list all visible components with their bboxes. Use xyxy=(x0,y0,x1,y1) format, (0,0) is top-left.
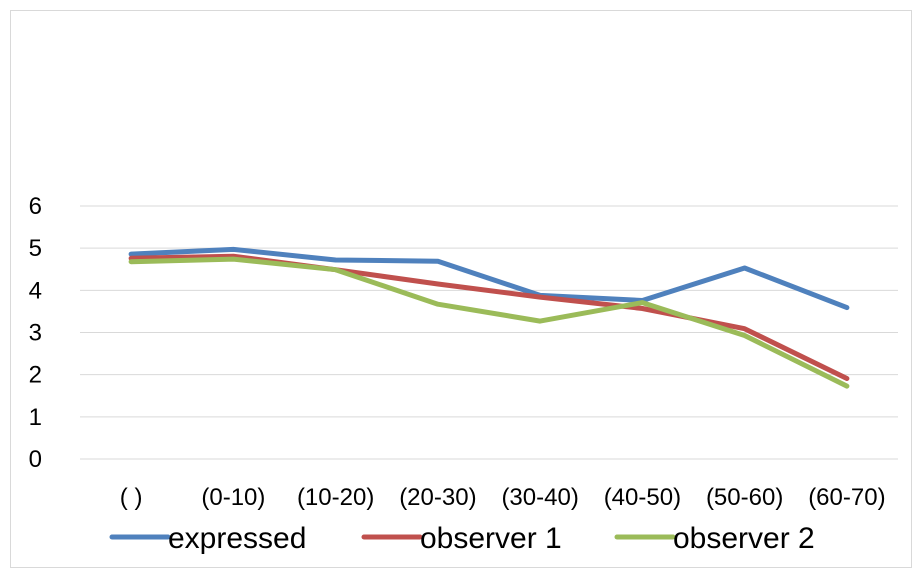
data-point xyxy=(231,247,235,251)
data-point xyxy=(334,268,338,272)
data-point xyxy=(231,257,235,261)
x-axis-ticks: ( ) (0-10) (10-20) (20-30) (30-40) (40-50) (50… xyxy=(120,484,886,511)
series-lines xyxy=(128,246,850,389)
data-point xyxy=(743,266,747,270)
data-point xyxy=(538,319,542,323)
legend: expressed observer 1 observer 2 xyxy=(109,522,815,555)
data-point xyxy=(640,306,644,310)
data-point xyxy=(129,260,133,264)
data-point xyxy=(129,256,133,260)
x-tick-label: (20-30) xyxy=(399,484,476,511)
data-point xyxy=(743,327,747,331)
series-line-expressed xyxy=(128,246,850,311)
series-line-observer-2 xyxy=(128,256,850,389)
x-tick-label: (10-20) xyxy=(297,484,374,511)
data-point xyxy=(743,333,747,337)
y-tick-label: 0 xyxy=(29,446,42,473)
data-point xyxy=(845,384,849,388)
data-point xyxy=(845,306,849,310)
data-point xyxy=(436,259,440,263)
x-tick-label: (0-10) xyxy=(201,484,265,511)
gridlines xyxy=(80,205,898,460)
y-tick-label: 4 xyxy=(29,277,42,304)
x-tick-label: (50-60) xyxy=(706,484,783,511)
data-point xyxy=(845,376,849,380)
data-point xyxy=(129,252,133,256)
data-point xyxy=(436,282,440,286)
y-tick-label: 2 xyxy=(29,362,42,389)
data-point xyxy=(334,258,338,262)
legend-label: observer 1 xyxy=(420,522,562,555)
data-point xyxy=(538,295,542,299)
series-line-observer-1 xyxy=(128,253,850,381)
data-point xyxy=(640,301,644,305)
x-tick-label: ( ) xyxy=(120,484,143,511)
x-tick-label: (30-40) xyxy=(501,484,578,511)
y-axis-ticks: 0 1 2 3 4 5 6 xyxy=(29,193,42,473)
x-tick-label: (40-50) xyxy=(604,484,681,511)
legend-label: observer 2 xyxy=(673,522,815,555)
y-tick-label: 1 xyxy=(29,404,42,431)
legend-label: expressed xyxy=(168,522,306,555)
y-tick-label: 3 xyxy=(29,320,42,347)
y-tick-label: 5 xyxy=(29,235,42,262)
y-tick-label: 6 xyxy=(29,193,42,220)
data-point xyxy=(436,302,440,306)
x-tick-label: (60-70) xyxy=(808,484,885,511)
